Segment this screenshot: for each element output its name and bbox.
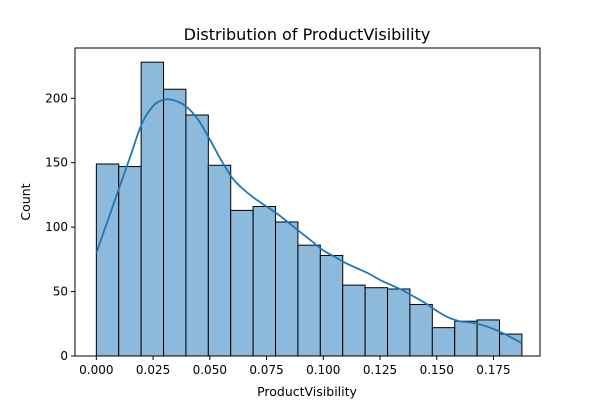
histogram-bar [454,320,478,357]
histogram-bar [163,88,187,357]
x-tick-label: 0.050 [193,363,227,377]
histogram-bar [118,166,142,357]
y-tick-label: 50 [53,285,68,299]
x-tick-label: 0.000 [79,363,113,377]
x-tick-label: 0.025 [136,363,170,377]
y-tick-label: 200 [45,91,68,105]
histogram-bar [387,288,411,357]
histogram-bar [95,163,120,357]
histogram-bar [207,164,232,357]
y-tick-label: 150 [45,156,68,170]
x-tick-label: 0.125 [363,363,397,377]
histogram-bar [275,221,299,357]
y-axis-label: Count [18,183,33,220]
histogram-bar [185,114,209,357]
x-tick-label: 0.100 [306,363,340,377]
x-tick-label: 0.175 [476,363,510,377]
histogram-bars [95,61,523,357]
y-tick-label: 100 [45,220,68,234]
histogram-bar [431,327,456,357]
kde-line [95,98,523,344]
histogram-bar [297,244,321,357]
x-axis-label: ProductVisibility [257,384,357,399]
x-tick-label: 0.150 [420,363,454,377]
kde-curve-group [95,98,523,344]
histogram-bar [230,209,254,357]
y-axis-ticks: 0 50 100 150 200 [45,91,75,363]
histogram-bar [252,206,277,357]
histogram-bar [342,284,366,357]
histogram-bar [319,254,344,357]
x-axis-ticks: 0.000 0.025 0.050 0.075 0.100 0.125 0.150 0.175 [79,356,511,377]
histogram-bar [409,303,433,357]
chart-title: Distribution of ProductVisibility [184,25,431,44]
y-tick-label: 0 [60,349,68,363]
histogram-bar [364,287,389,357]
x-tick-label: 0.075 [249,363,283,377]
plot-frame [74,47,541,357]
